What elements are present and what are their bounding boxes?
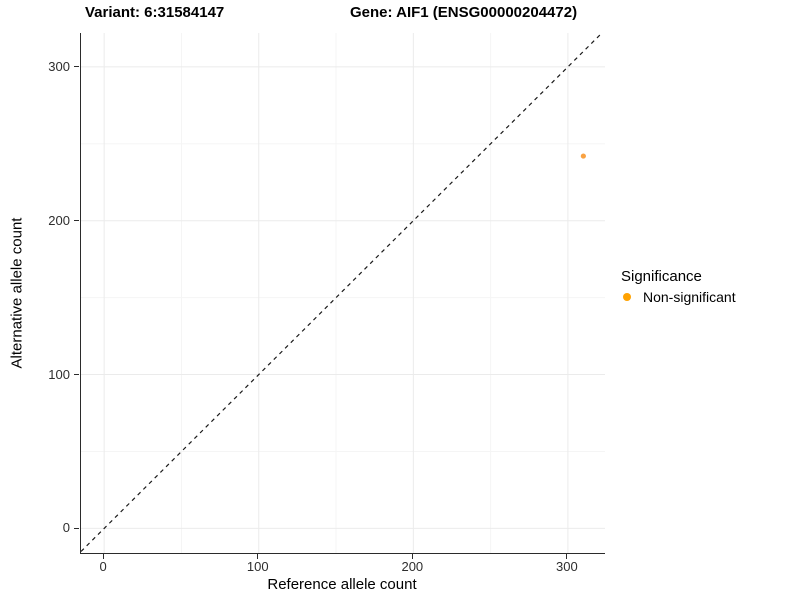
x-tick-mark xyxy=(566,554,568,559)
chart-canvas xyxy=(81,33,605,553)
y-tick-label: 200 xyxy=(48,212,70,228)
data-point[interactable] xyxy=(580,153,586,159)
x-tick-label: 300 xyxy=(556,559,578,574)
legend-key-dot-icon xyxy=(623,293,631,301)
legend-title: Significance xyxy=(621,268,702,285)
legend-entry-label: Non-significant xyxy=(643,289,736,305)
plot-title-variant: Variant: 6:31584147 xyxy=(85,4,225,21)
legend: Significance Non-significant xyxy=(621,268,736,305)
y-tick-mark xyxy=(74,66,79,68)
x-tick-label: 0 xyxy=(99,559,107,574)
y-tick-mark xyxy=(74,220,79,222)
identity-dashed-line xyxy=(81,33,603,552)
y-tick-mark xyxy=(74,527,79,529)
plot-title-gene: Gene: AIF1 (ENSG00000204472) xyxy=(350,4,578,21)
x-tick-label: 200 xyxy=(401,559,424,574)
x-tick-mark xyxy=(411,554,413,559)
y-tick-label: 300 xyxy=(48,58,70,74)
y-tick-label: 0 xyxy=(62,520,70,536)
x-tick-mark xyxy=(102,554,104,559)
y-axis-title: Alternative allele count xyxy=(8,217,26,369)
y-tick-mark xyxy=(74,374,79,376)
x-axis-title: Reference allele count xyxy=(267,576,417,593)
legend-entry-non-significant[interactable]: Non-significant xyxy=(621,289,736,305)
plot-panel xyxy=(80,33,605,554)
x-tick-label: 100 xyxy=(246,559,269,574)
y-tick-label: 100 xyxy=(48,366,70,382)
x-tick-mark xyxy=(257,554,259,559)
